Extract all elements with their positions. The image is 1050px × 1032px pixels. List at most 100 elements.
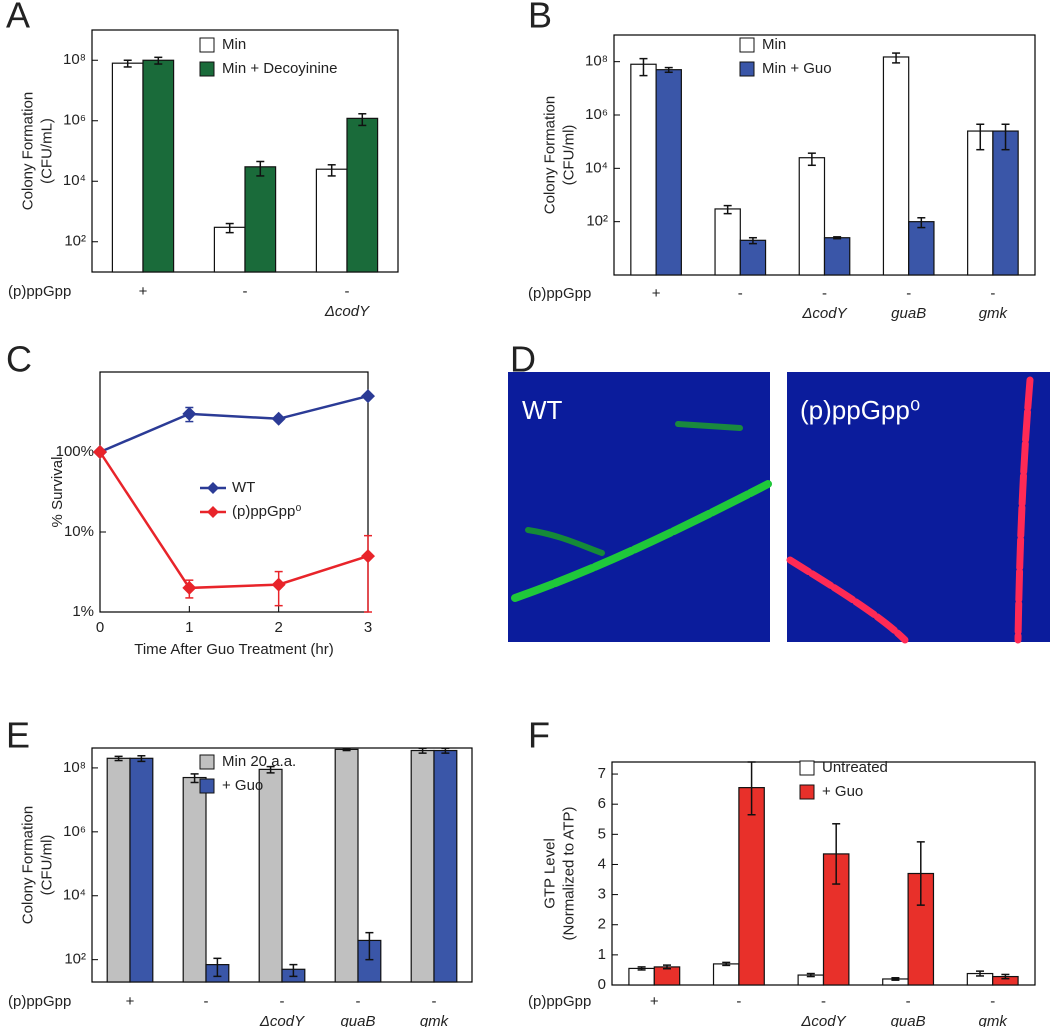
x-tick-sublabel: gmk <box>979 1013 1009 1027</box>
bar <box>433 749 458 983</box>
x-tick-label: 2 <box>274 619 282 636</box>
y-axis-label: Colony Formation <box>19 806 36 924</box>
x-tick-label: - <box>990 993 995 1010</box>
x-tick-label: - <box>906 285 911 302</box>
row-label: (p)ppGpp <box>8 993 71 1010</box>
bar <box>712 963 740 986</box>
bar <box>882 56 910 276</box>
cell <box>786 556 909 644</box>
bar <box>111 62 144 273</box>
y-tick-label: 4 <box>598 855 606 872</box>
x-tick-label: + <box>126 993 135 1010</box>
marker <box>271 577 286 592</box>
row-label: (p)ppGpp <box>8 283 71 300</box>
marker <box>361 389 375 404</box>
y-tick-label: 10² <box>64 233 86 250</box>
y-tick-label: 3 <box>598 886 606 903</box>
x-tick-sublabel: guaB <box>891 305 926 322</box>
marker <box>182 406 197 421</box>
x-tick-label: - <box>204 993 209 1010</box>
panel-label: F <box>528 715 550 756</box>
bar <box>653 966 681 986</box>
x-tick-label: - <box>990 285 995 302</box>
x-tick-sublabel: gmk <box>979 305 1009 322</box>
micrograph-wt: WT <box>508 372 772 642</box>
y-tick-label: 100% <box>56 443 94 460</box>
y-tick-label: 10% <box>64 523 94 540</box>
micrograph-background <box>787 372 1050 642</box>
x-tick-sublabel: ΔcodY <box>801 305 847 322</box>
x-tick-label: - <box>243 283 248 300</box>
panel-label: C <box>6 339 32 380</box>
y-tick-label: 10² <box>64 951 86 968</box>
panel-label: D <box>510 339 536 380</box>
legend-swatch <box>739 61 755 77</box>
legend-label: (p)ppGpp⁰ <box>232 503 301 520</box>
panel-label: B <box>528 0 552 36</box>
y-tick-label: 10⁸ <box>63 51 86 68</box>
legend-marker <box>207 506 219 518</box>
marker <box>271 411 286 426</box>
micrograph-mutant: (p)ppGpp⁰ <box>786 372 1050 644</box>
bar <box>244 166 277 273</box>
x-tick-label: + <box>652 285 661 302</box>
bar <box>823 237 851 276</box>
y-tick-label: 1 <box>598 946 606 963</box>
y-axis-label: (CFU/ml) <box>38 835 55 896</box>
bar <box>630 63 657 276</box>
y-axis-label: Colony Formation <box>541 96 558 214</box>
legend-swatch <box>199 61 215 77</box>
legend-swatch <box>199 37 215 53</box>
legend-label: Min 20 a.a. <box>222 753 296 770</box>
legend-label: Min + Guo <box>762 60 832 77</box>
line <box>98 451 369 590</box>
x-tick-label: - <box>280 993 285 1010</box>
bar <box>213 226 246 273</box>
legend-swatch <box>199 754 215 770</box>
y-tick-label: 10⁴ <box>585 159 608 176</box>
bar <box>315 168 348 273</box>
bar <box>182 776 207 983</box>
legend-label: Untreated <box>822 759 888 776</box>
x-tick-label: - <box>906 993 911 1010</box>
y-tick-label: 6 <box>598 795 606 812</box>
x-tick-label: 0 <box>96 619 104 636</box>
x-tick-label: + <box>650 993 659 1010</box>
y-tick-label: 10⁶ <box>63 823 86 840</box>
bar <box>410 749 435 983</box>
bar <box>334 748 359 983</box>
y-tick-label: 10⁶ <box>585 106 608 123</box>
marker <box>182 580 197 595</box>
legend-label: + Guo <box>222 777 263 794</box>
x-tick-label: - <box>821 993 826 1010</box>
cell <box>525 527 605 556</box>
y-axis-label: Colony Formation <box>19 92 36 210</box>
plot-frame <box>99 371 369 613</box>
row-label: (p)ppGpp <box>528 285 591 302</box>
bar <box>628 967 655 986</box>
y-tick-label: 7 <box>598 765 606 782</box>
x-tick-label: - <box>738 285 743 302</box>
x-tick-sublabel: ΔcodY <box>324 303 370 320</box>
bar <box>908 221 935 276</box>
x-tick-label: - <box>432 993 437 1010</box>
y-tick-label: 1% <box>72 603 94 620</box>
x-tick-label: - <box>345 283 350 300</box>
marker <box>93 445 107 459</box>
y-tick-label: 10⁴ <box>63 172 86 189</box>
bar <box>106 757 131 983</box>
bar <box>992 130 1019 276</box>
y-axis-label: (CFU/mL) <box>38 118 55 184</box>
x-axis-label: Time After Guo Treatment (hr) <box>134 641 334 658</box>
line <box>99 394 369 454</box>
cell <box>675 421 743 431</box>
bar <box>714 208 741 276</box>
micrograph-label: (p)ppGpp⁰ <box>800 395 920 425</box>
panel-label: A <box>6 0 30 36</box>
y-axis-label: (CFU/ml) <box>560 125 577 186</box>
y-axis-label: GTP Level <box>541 838 558 909</box>
x-tick-sublabel: ΔcodY <box>800 1013 846 1027</box>
y-axis-label: % Survival <box>49 457 66 528</box>
x-tick-sublabel: guaB <box>891 1013 926 1027</box>
bar <box>346 117 379 273</box>
